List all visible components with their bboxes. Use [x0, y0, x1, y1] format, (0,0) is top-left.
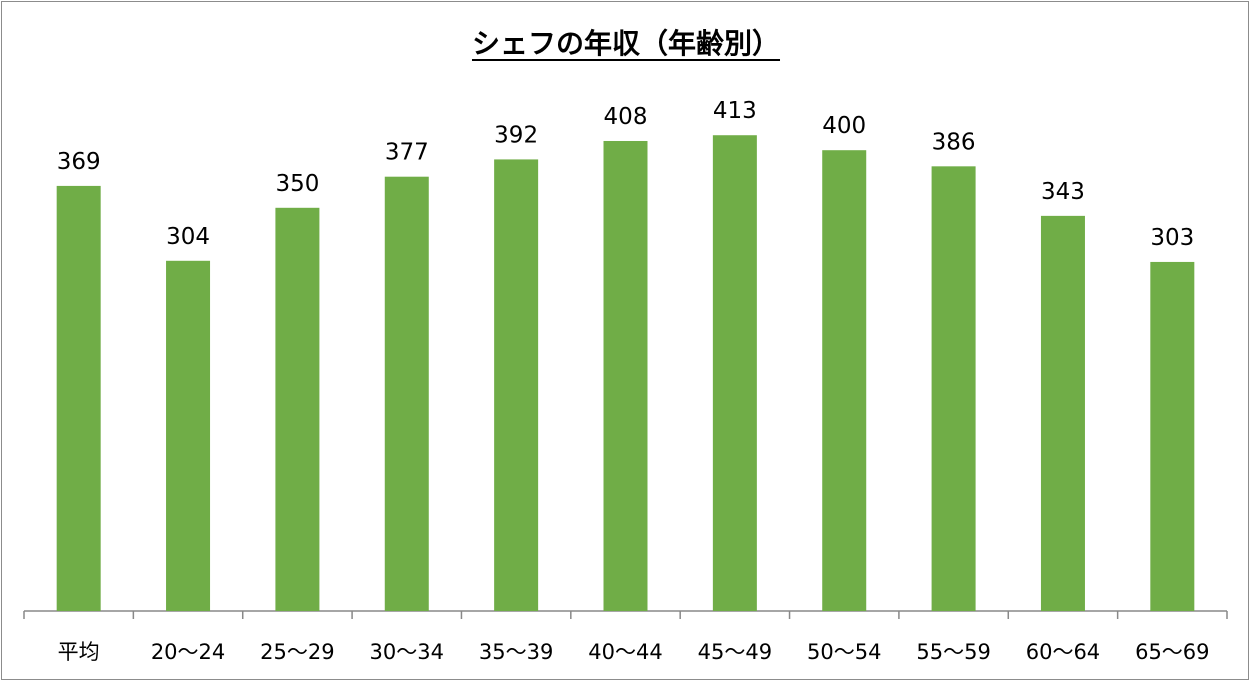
data-label: 304: [166, 224, 210, 250]
bar: [1150, 261, 1195, 611]
x-tick-label: 50〜54: [807, 640, 881, 664]
bar: [603, 140, 648, 611]
x-tick-label: 35〜39: [479, 640, 553, 664]
bar: [931, 166, 976, 611]
x-tick-label: 65〜69: [1135, 640, 1209, 664]
x-tick-label: 45〜49: [698, 640, 772, 664]
bar: [822, 150, 867, 611]
x-tick-label: 20〜24: [151, 640, 225, 664]
data-label: 392: [494, 122, 538, 148]
data-label: 369: [57, 149, 101, 175]
x-tick-label: 平均: [58, 640, 100, 664]
bar: [712, 135, 757, 611]
data-label: 408: [604, 104, 648, 130]
x-tick-label: 30〜34: [370, 640, 444, 664]
bar: [1040, 215, 1085, 611]
chart-title: シェフの年収（年齢別）: [472, 27, 780, 60]
x-tick-label: 60〜64: [1026, 640, 1100, 664]
data-label: 350: [275, 171, 319, 197]
x-tick-label: 25〜29: [260, 640, 334, 664]
x-tick-label: 40〜44: [588, 640, 662, 664]
x-tick-label: 55〜59: [916, 640, 990, 664]
data-label: 386: [932, 129, 976, 155]
data-label: 377: [385, 140, 429, 166]
bar: [384, 176, 429, 612]
data-label: 400: [822, 113, 866, 139]
data-label: 413: [713, 98, 757, 124]
bar: [166, 260, 211, 611]
bar: [275, 207, 320, 612]
bar: [56, 185, 101, 612]
bar: [494, 159, 539, 611]
data-label: 303: [1150, 225, 1194, 251]
data-label: 343: [1041, 179, 1085, 205]
